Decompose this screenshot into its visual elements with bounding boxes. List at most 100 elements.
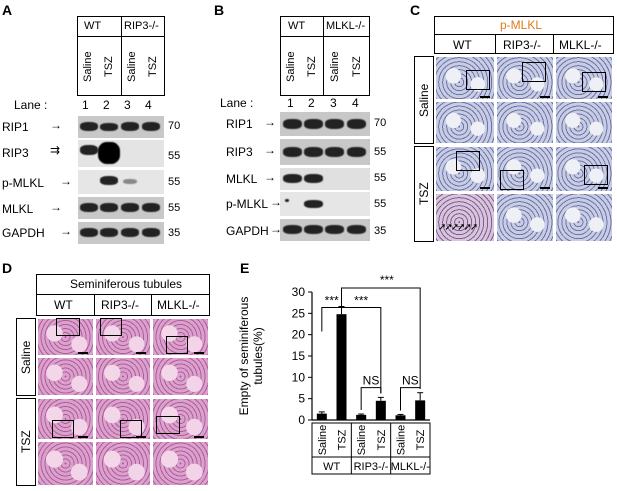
row-label: TSZ [19,430,33,454]
mw-marker: 70 [374,117,387,129]
ihc-image [435,146,495,192]
he-zoom-image [95,441,151,486]
lane-number: 3 [124,98,131,112]
mw-marker: 55 [168,202,181,214]
protein-label: RIP1 [2,120,29,134]
ihc-zoom-image [555,193,613,242]
x-tick-label: TSZ [415,429,427,450]
y-tick-label: 15 [292,349,306,363]
he-image [95,318,151,356]
ihc-zoom-image [435,101,495,144]
panel-d-title: Seminiferous tubules [70,277,183,291]
panel-c-header-box [434,16,614,54]
protein-label: MLKL [2,202,34,216]
lane-label: Lane : [220,96,254,110]
mw-marker: 35 [374,225,387,237]
lane-number: 2 [103,98,110,112]
x-tick-label: TSZ [337,429,349,450]
significance-label: NS [363,374,380,388]
row-label-box [414,146,434,242]
group-rip3-label: RIP3-/- [124,20,159,32]
condition-label: TSZ [351,56,363,78]
panel-b-header-box [280,16,370,96]
lane-number: 2 [308,96,315,110]
significance-bracket [341,287,421,389]
condition-label: Saline [82,51,94,83]
bar [375,400,386,420]
blot-strip [280,168,370,190]
lane-label: Lane : [14,98,48,112]
group-label: RIP3-/- [354,461,389,473]
mw-marker: 55 [168,150,181,162]
he-image [37,318,94,356]
panel-d-label: D [2,260,13,276]
he-zoom-image [95,357,151,396]
panel-b-label: B [214,2,225,18]
he-image [152,318,209,356]
lane-number: 4 [352,96,359,110]
protein-label: GAPDH [226,224,269,238]
mw-marker: 55 [374,198,387,210]
he-image [152,398,209,440]
panel-c-title: p-MLKL [500,18,543,32]
bar [395,415,406,420]
y-tick-label: 5 [298,392,305,406]
condition-label: TSZ [306,56,318,78]
lane-number: 1 [287,96,294,110]
column-label: WT [453,38,472,52]
lane-number: 4 [145,98,152,112]
x-tick-label: Saline [317,425,329,456]
column-label: WT [54,298,73,312]
panel-d-header-box [36,274,210,316]
row-label: Saline [417,83,431,117]
condition-label: Saline [126,51,138,83]
blot-strip [280,192,370,216]
y-tick-label: 10 [292,370,306,384]
he-image [95,398,151,440]
x-label-table [311,422,431,475]
y-tick-label: 25 [292,306,306,320]
he-zoom-image [37,357,94,396]
ihc-zoom-image [555,101,613,144]
significance-label: *** [354,293,368,307]
significance-bracket [341,302,382,394]
mw-marker: 70 [168,120,181,132]
group-mlkl-label: MLKL-/- [326,20,366,32]
condition-label: TSZ [103,56,115,78]
bar [415,400,426,420]
protein-label: RIP1 [226,117,253,131]
column-label: RIP3-/- [503,38,542,52]
ihc-image [496,56,554,100]
column-label: RIP3-/- [101,298,140,312]
he-image [37,398,94,440]
significance-label: NS [402,374,419,388]
bar [336,314,347,420]
mw-marker: 55 [374,172,387,184]
significance-bracket [400,387,421,411]
ihc-image [435,56,495,100]
y-tick-label: 20 [292,328,306,342]
he-zoom-image [152,357,209,396]
condition-label: Saline [329,51,341,83]
condition-label: Saline [285,51,297,83]
protein-label: p-MLKL [2,176,45,190]
condition-label: TSZ [147,56,159,78]
row-label-box [16,318,36,396]
protein-label: MLKL [226,172,258,186]
bar [316,413,327,420]
mw-marker: 55 [374,146,387,158]
lane-number: 3 [330,96,337,110]
panel-c-label: C [410,2,421,18]
bar-chart: 0 5 10 15 20 25 30 Empty of seminiferoustubules… [237,273,431,475]
significance-label: *** [325,293,339,307]
row-label: TSZ [417,182,431,206]
column-label: MLKL-/- [559,38,602,52]
protein-label: RIP3 [2,146,29,160]
mw-marker: 35 [168,227,181,239]
y-axis-label: Empty of seminiferoustubules(%) [237,297,265,416]
ihc-image [496,146,554,192]
x-tick-label: Saline [356,425,368,456]
protein-label: RIP3 [226,145,253,159]
panel-e-label: E [240,260,250,276]
lane-number: 1 [82,98,89,112]
